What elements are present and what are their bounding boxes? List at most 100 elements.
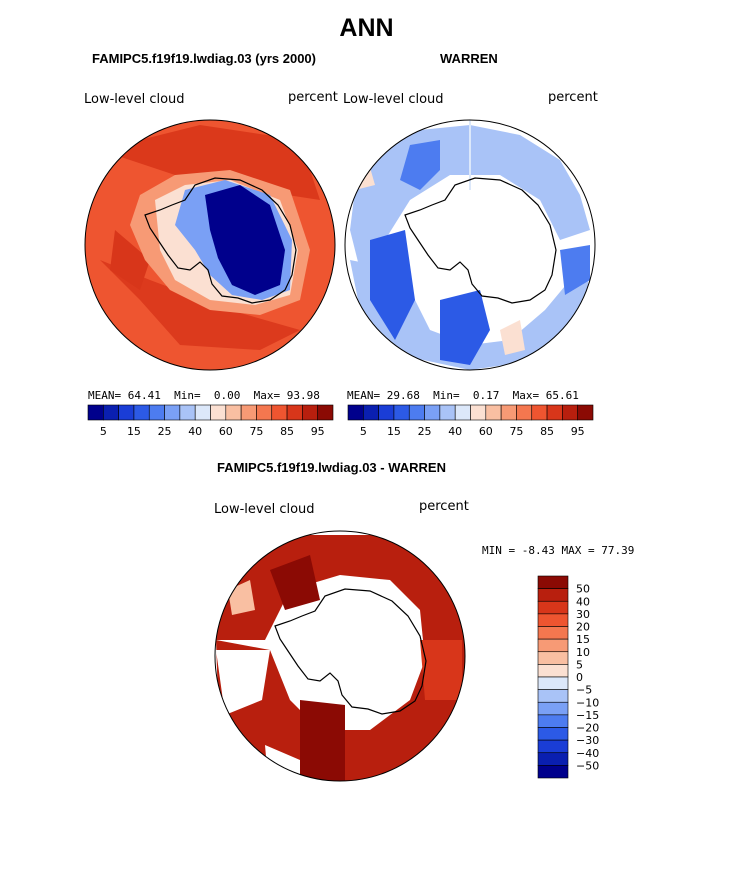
- panel1-colorbar-box: [194, 404, 211, 421]
- panel2-variable-label: Low-level cloud: [343, 92, 444, 107]
- panel1-colorbar-tick-label: 75: [249, 425, 263, 438]
- panel2-colorbar-tick-label: 5: [360, 425, 367, 438]
- panel2-max-label: Max=: [512, 389, 540, 402]
- panel3-colorbar-tick-label: −5: [576, 684, 592, 697]
- panel3-colorbar-box: [537, 676, 569, 690]
- panel1-mean-label: MEAN=: [88, 389, 122, 402]
- panel2-title: WARREN: [440, 51, 498, 66]
- panel2-colorbar-box: [577, 404, 594, 421]
- panel3-min-label: MIN =: [482, 544, 516, 557]
- panel1-antarctica-coastline: [144, 177, 297, 304]
- panel3-colorbar-box: [537, 575, 569, 589]
- panel2-colorbar-box: [393, 404, 410, 421]
- panel2-mid-blue-south: [440, 290, 490, 365]
- panel3-colorbar-tick-label: −15: [576, 709, 599, 722]
- panel3-colorbar-box: [537, 714, 569, 728]
- panel1-high-cloud-west: [110, 230, 150, 290]
- panel1-colorbar-tick-label: 5: [100, 425, 107, 438]
- panel1-colorbar-box: [87, 404, 104, 421]
- panel2-max-value: 65.61: [545, 389, 579, 402]
- panel2-colorbar-box: [363, 404, 379, 421]
- panel1-high-cloud-north: [100, 125, 320, 200]
- panel1-colorbar-box: [302, 404, 318, 421]
- panel2-units-label: percent: [548, 90, 598, 105]
- panel1-min-cloud-core: [205, 185, 285, 295]
- panel1-colorbar-box: [118, 404, 135, 421]
- panel3-max-value: 77.39: [601, 544, 635, 557]
- panel2-colorbar-tick-label: 75: [509, 425, 523, 438]
- panel2-blue-patch-east: [560, 245, 590, 295]
- panel2-colorbar-box: [470, 404, 487, 421]
- panel2-colorbar-box: [500, 404, 517, 421]
- panel1-max-label: Max=: [253, 389, 281, 402]
- panel1-mean-value: 64.41: [127, 389, 161, 402]
- panel3-max-diff-northwest: [270, 555, 320, 610]
- panel2-colorbar-box: [516, 404, 533, 421]
- panel2-colorbar: 5 15 25 40 60 75 85 95: [347, 404, 594, 438]
- panel3-colorbar-tick-label: 15: [576, 633, 590, 646]
- panel2-colorbar-tick-label: 15: [387, 425, 401, 438]
- panel1-colorbar-tick-label: 15: [127, 425, 141, 438]
- panel3-variable-label: Low-level cloud: [214, 502, 315, 517]
- panel1-colorbar-box: [164, 404, 181, 421]
- panel1-title: FAMIPC5.f19f19.lwdiag.03 (yrs 2000): [92, 51, 316, 66]
- panel3-colorbar-tick-label: −10: [576, 696, 599, 709]
- panel1-colorbar-tick-label: 25: [158, 425, 172, 438]
- panel1-units-label: percent: [288, 90, 338, 105]
- panel2-colorbar-box: [485, 404, 502, 421]
- panel1-colorbar-box: [179, 404, 196, 421]
- panel2-mean-value: 29.68: [386, 389, 420, 402]
- panel2-colorbar-box: [454, 404, 471, 421]
- panel3-colorbar-tick-label: 30: [576, 608, 590, 621]
- panel1-colorbar-box: [225, 404, 242, 421]
- panel2-colorbar-tick-label: 85: [540, 425, 554, 438]
- panel3-colorbar-tick-label: −20: [576, 722, 599, 735]
- panel1-colorbar-tick-label: 85: [280, 425, 294, 438]
- panel3-colorbar-box: [537, 752, 569, 766]
- panel3-min-value: -8.43: [521, 544, 555, 557]
- panel2-blue-patch-north: [400, 140, 440, 190]
- panel3-colorbar-box: [537, 600, 569, 615]
- panel3-map: [214, 530, 466, 782]
- panel2-warm-patch-south: [500, 320, 525, 355]
- panel3-max-diff-south: [300, 700, 345, 781]
- panel3-colorbar-box: [537, 588, 569, 602]
- panel3-title: FAMIPC5.f19f19.lwdiag.03 - WARREN: [217, 460, 446, 475]
- panel2-colorbar-box: [347, 404, 364, 421]
- panel3-colorbar-tick-label: 10: [576, 646, 590, 659]
- panel2-colorbar-box: [531, 404, 548, 421]
- panel3-colorbar-box: [537, 689, 569, 703]
- panel3-colorbar-box: [537, 739, 569, 754]
- panel1-colorbar-box: [103, 404, 119, 421]
- panel1-colorbar-box: [271, 404, 288, 421]
- panel3-units-label: percent: [419, 499, 469, 514]
- panel2-colorbar-tick-label: 40: [448, 425, 462, 438]
- panel3-colorbar-box: [537, 638, 569, 653]
- panel2-antarctica-coastline: [404, 177, 557, 304]
- panel3-colorbar-box: [537, 765, 569, 779]
- panel1-colorbar-box: [256, 404, 273, 421]
- panel1-colorbar-box: [240, 404, 257, 421]
- panel3-colorbar-tick-label: 20: [576, 621, 590, 634]
- panel3-colorbar-box: [537, 727, 569, 741]
- panel1-stats: MEAN= 64.41 Min= 0.00 Max= 93.98: [88, 389, 320, 402]
- panel2-colorbar-box: [562, 404, 578, 421]
- panel2-outer-ring-south: [350, 260, 590, 370]
- panel3-stats: MIN = -8.43 MAX = 77.39: [482, 544, 634, 557]
- panel3-missing-data-west: [216, 650, 270, 715]
- panel1-colorbar-tick-label: 60: [219, 425, 233, 438]
- panel3-colorbar-tick-label: −40: [576, 747, 599, 760]
- panel2-colorbar-box: [439, 404, 456, 421]
- panel1-variable-label: Low-level cloud: [84, 92, 185, 107]
- panel2-colorbar-tick-label: 95: [571, 425, 585, 438]
- panel3-colorbar-box: [537, 664, 569, 678]
- panel3-max-label: MAX =: [561, 544, 595, 557]
- panel3-diff-ring: [216, 535, 465, 781]
- panel3-colorbar-tick-label: 40: [576, 595, 590, 608]
- panel1-colorbar-box: [148, 404, 165, 421]
- panel3-colorbar-tick-label: −50: [576, 759, 599, 772]
- panel2-colorbar-box: [424, 404, 441, 421]
- panel3-colorbar-box: [537, 626, 569, 640]
